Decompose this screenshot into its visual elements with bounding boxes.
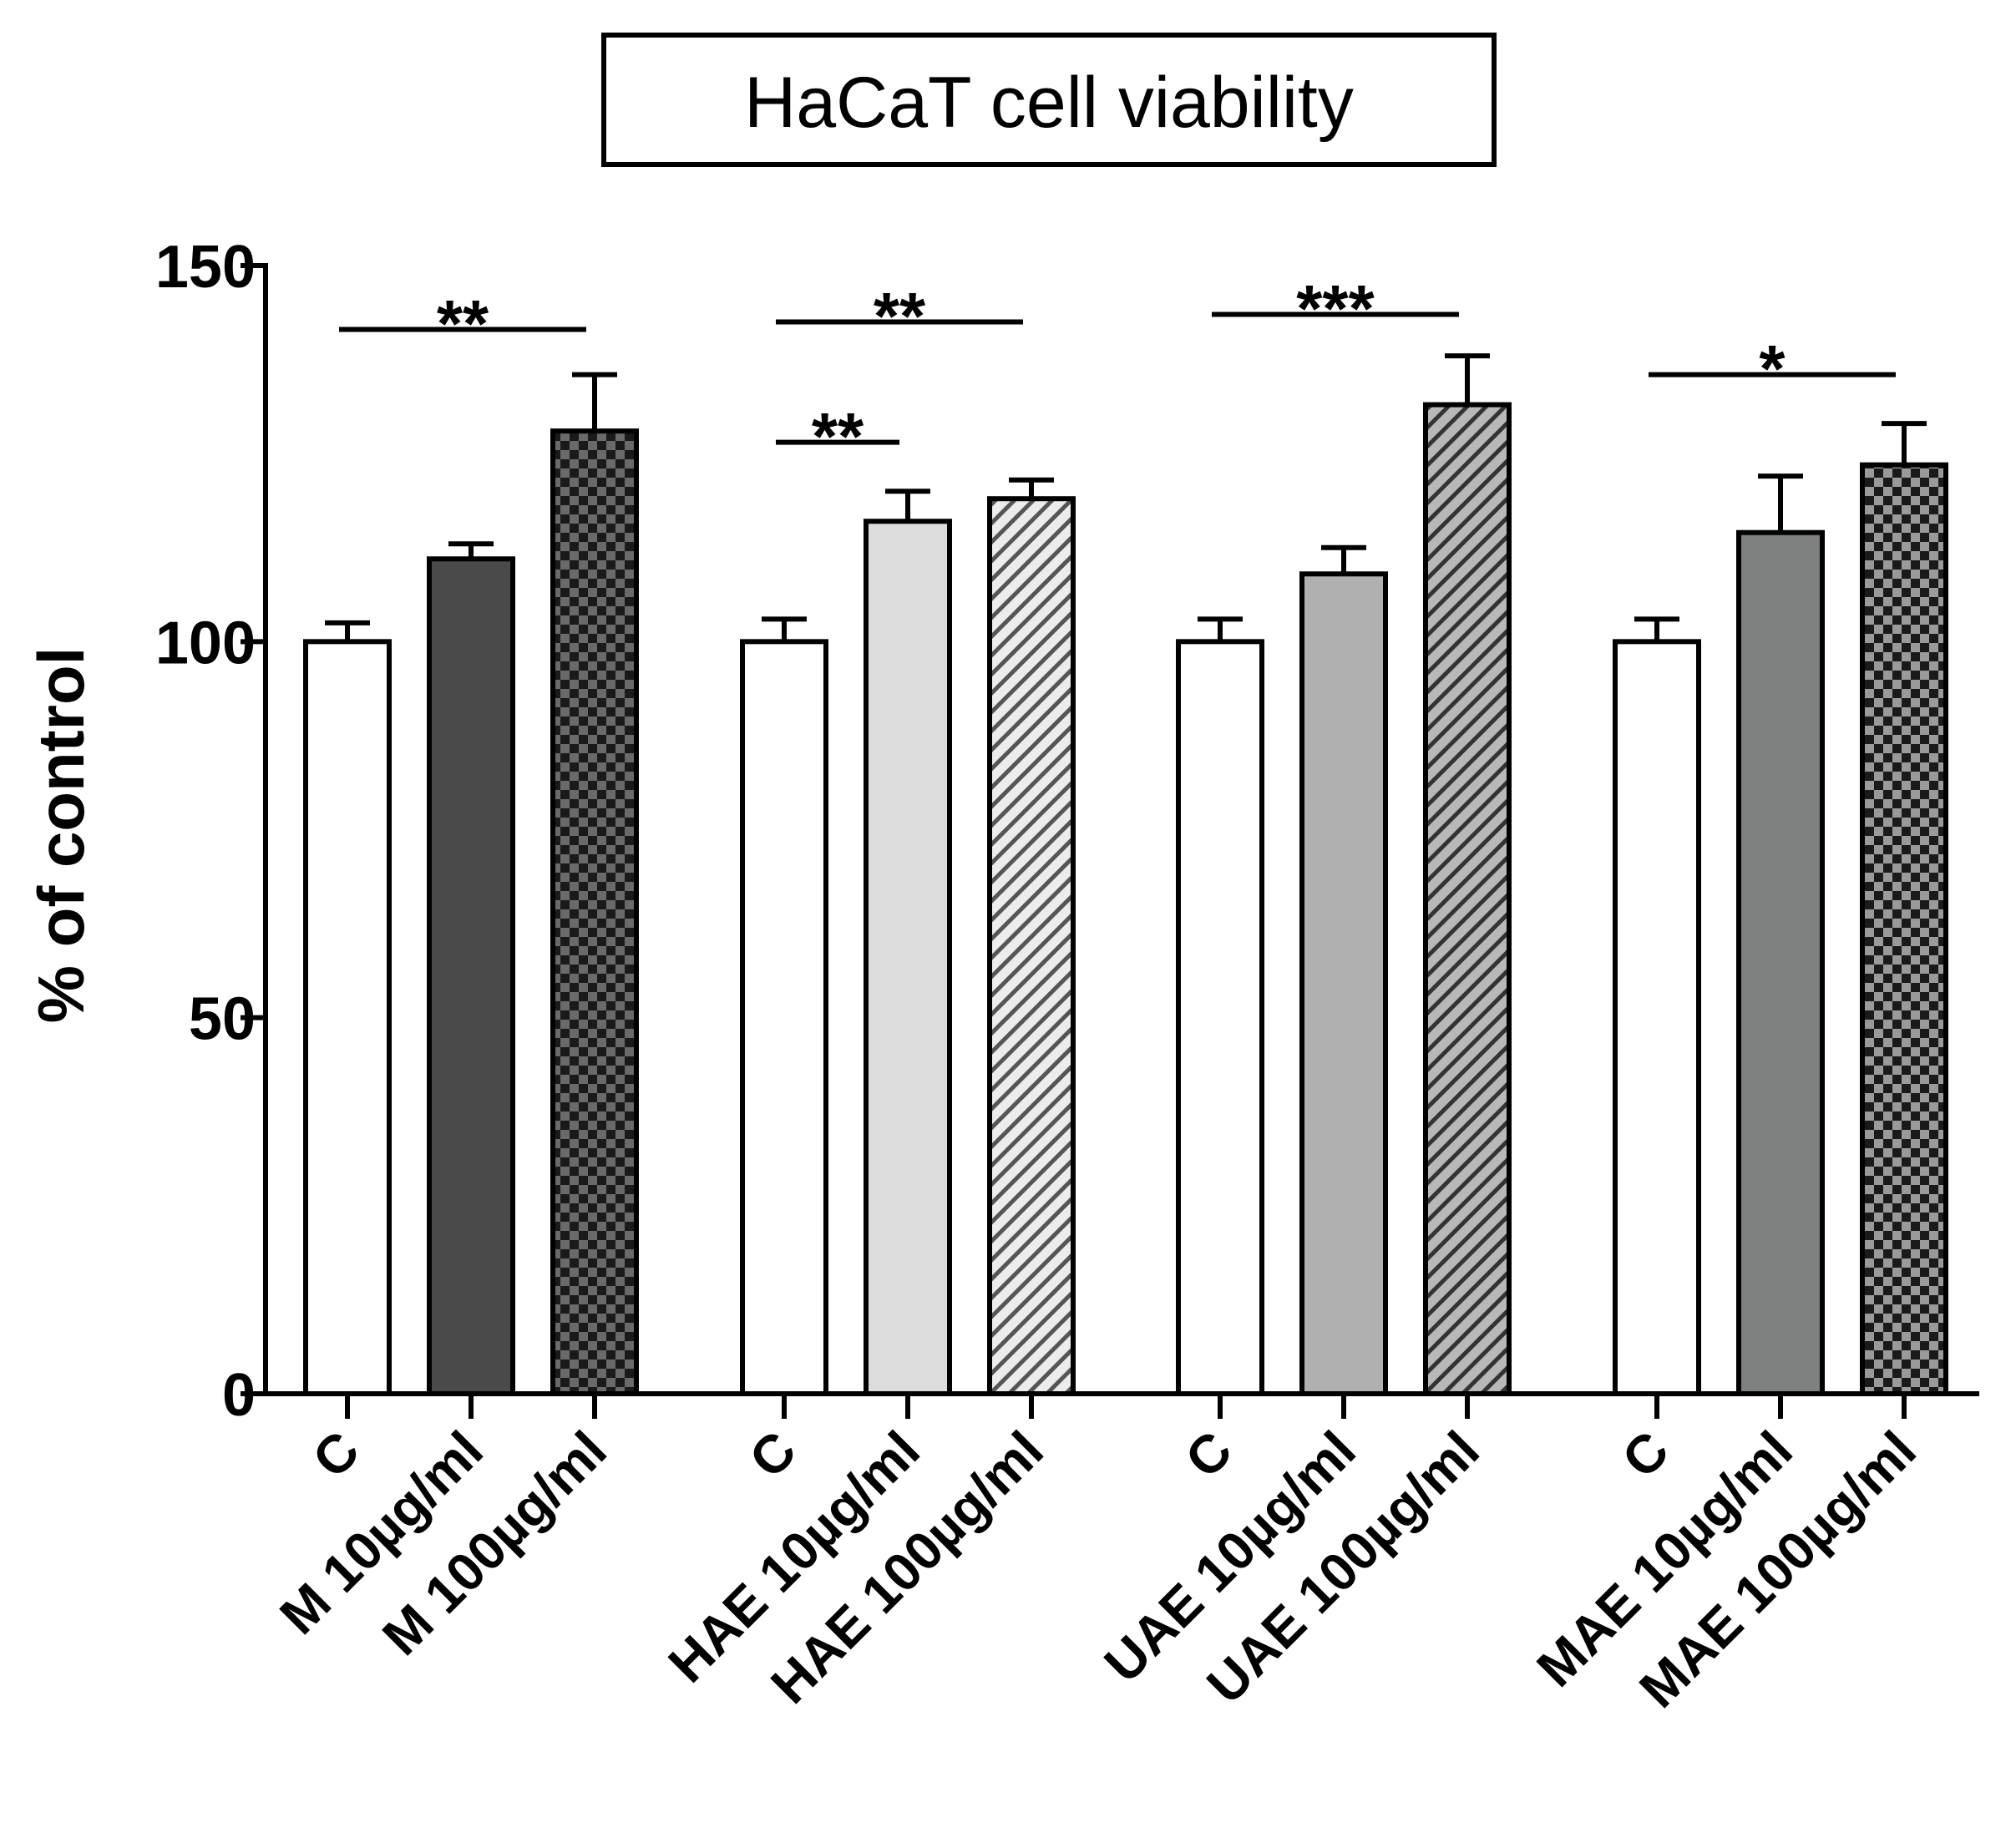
bar [864,519,952,1396]
y-tick-label: 150 [155,234,256,301]
bar [1613,639,1701,1396]
y-tick-label: 0 [222,1362,256,1429]
bar [550,428,639,1397]
x-tick-label: C [301,1420,371,1490]
y-tick-label: 100 [155,610,256,676]
x-tick-label: C [1610,1420,1680,1490]
x-tick-label: C [1173,1420,1244,1490]
chart-title: HaCaT cell viability [744,63,1354,143]
significance-label: ** [812,399,864,473]
significance-label: ** [874,279,926,353]
chart-title-box: HaCaT cell viability [601,33,1497,167]
significance-label: * [1759,332,1786,406]
y-tick-label: 50 [189,986,256,1053]
significance-label: ** [437,286,489,361]
bar [1423,402,1512,1397]
bar [1299,571,1388,1396]
bar [740,639,828,1396]
bar [987,496,1076,1396]
significance-label: *** [1296,271,1375,346]
bar [1860,462,1948,1397]
bar [1176,639,1264,1396]
bar [303,639,392,1396]
y-axis-label: % of control [24,647,98,1024]
bar [1736,529,1825,1396]
x-tick-label: C [737,1420,808,1490]
bar [427,556,515,1396]
